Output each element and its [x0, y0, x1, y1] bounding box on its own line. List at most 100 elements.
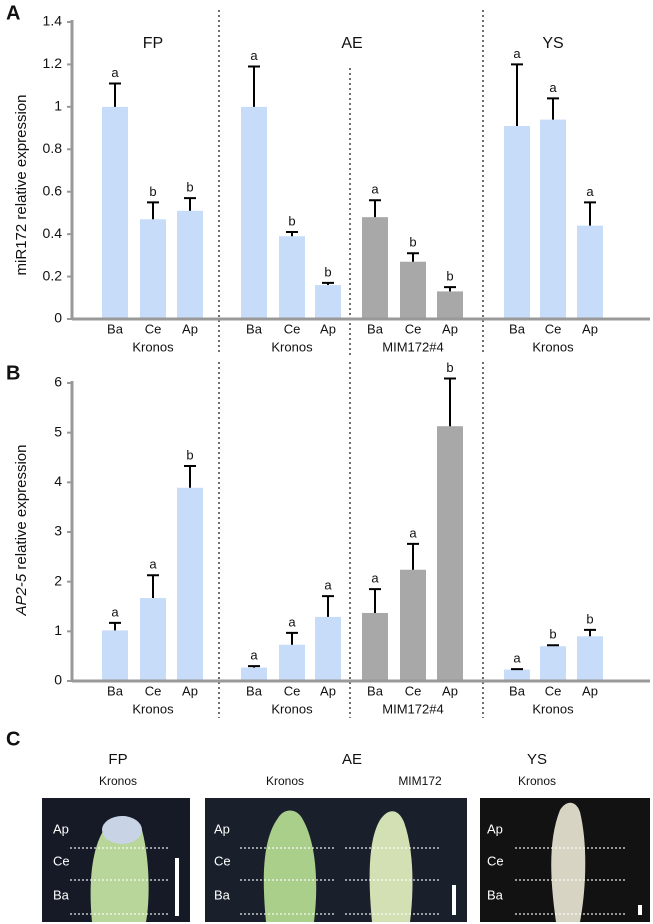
significance-letter: b	[149, 184, 156, 199]
significance-letter: a	[586, 184, 594, 199]
significance-letter: a	[149, 557, 157, 572]
bar	[140, 219, 166, 319]
x-tick-label: Ba	[246, 683, 263, 698]
y-tick-label: 0.4	[43, 225, 63, 241]
x-tick-label: Ba	[246, 321, 263, 336]
bar	[577, 636, 603, 681]
x-tick-label: Ap	[182, 321, 198, 336]
x-tick-label: Ap	[582, 321, 598, 336]
significance-letter: a	[111, 65, 119, 80]
stage-label: AE	[342, 751, 362, 768]
x-tick-label: Ap	[582, 683, 598, 698]
x-tick-label: Ba	[107, 321, 124, 336]
bar	[362, 217, 388, 319]
bar	[400, 569, 426, 681]
error-bar	[109, 82, 121, 107]
error-bar	[407, 252, 419, 262]
y-tick-label: 1	[54, 98, 62, 114]
zone-label: Ce	[214, 853, 231, 868]
bar	[577, 225, 603, 319]
plant	[551, 802, 586, 922]
y-axis-label-text: relative expression	[13, 445, 30, 570]
error-bar	[444, 286, 456, 292]
gene-name: AP2-5	[13, 573, 30, 616]
error-bar	[584, 628, 596, 637]
zone-label: Ce	[53, 853, 70, 868]
significance-letter: b	[586, 611, 593, 626]
bar	[140, 598, 166, 681]
x-tick-label: Ce	[145, 683, 162, 698]
y-tick-label: 1.4	[43, 13, 63, 29]
error-bar	[584, 201, 596, 226]
genotype-label: MIM172#4	[382, 339, 443, 354]
genotype-label: MIM172#4	[382, 701, 443, 716]
stage-label: FP	[108, 751, 127, 768]
bar	[241, 667, 267, 681]
bar	[437, 426, 463, 681]
stage-label: YS	[527, 751, 547, 768]
plant	[90, 816, 149, 922]
error-bar	[248, 665, 260, 668]
y-tick-label: 0.6	[43, 182, 63, 198]
significance-letter: b	[446, 269, 453, 284]
error-bar	[248, 65, 260, 107]
error-bar	[286, 231, 298, 237]
stage-label: YS	[542, 35, 563, 52]
error-bar	[184, 197, 196, 211]
error-bar	[407, 542, 419, 570]
y-tick-label: 1.2	[43, 55, 63, 71]
x-tick-label: Ce	[545, 683, 562, 698]
stage-label: AE	[341, 35, 362, 52]
panel-letter: A	[6, 2, 20, 24]
significance-letter: a	[371, 182, 379, 197]
x-tick-label: Ba	[367, 683, 384, 698]
x-tick-label: Ap	[442, 683, 458, 698]
bar	[177, 487, 203, 681]
significance-letter: a	[250, 48, 258, 63]
bar	[504, 669, 530, 681]
x-tick-label: Ap	[320, 321, 336, 336]
x-tick-label: Ce	[545, 321, 562, 336]
error-bar	[109, 621, 121, 631]
error-bar	[369, 588, 381, 613]
y-tick-label: 0	[54, 672, 62, 688]
significance-letter: a	[513, 651, 521, 666]
significance-letter: b	[186, 180, 193, 195]
bar	[400, 261, 426, 319]
error-bar	[511, 63, 523, 126]
bar	[102, 106, 128, 319]
x-tick-label: Ba	[107, 683, 124, 698]
panel-letter: C	[6, 728, 20, 750]
error-bar	[547, 97, 559, 120]
error-bar	[322, 595, 334, 617]
zone-label: Ba	[53, 887, 70, 902]
y-tick-label: 0	[54, 310, 62, 326]
x-tick-label: Ce	[284, 321, 301, 336]
genotype-label: Kronos	[99, 774, 137, 788]
error-bar	[444, 377, 456, 427]
error-bar	[322, 281, 334, 286]
significance-letter: b	[446, 360, 453, 375]
scale-bar	[175, 858, 179, 916]
significance-letter: a	[371, 571, 379, 586]
plant	[263, 810, 317, 922]
significance-letter: a	[288, 614, 296, 629]
bar	[540, 646, 566, 681]
significance-letter: a	[250, 648, 258, 663]
significance-letter: a	[549, 80, 557, 95]
error-bar	[147, 574, 159, 599]
scale-bar	[638, 905, 642, 915]
y-tick-label: 2	[54, 572, 62, 588]
error-bar	[147, 201, 159, 220]
zone-label: Ap	[487, 821, 503, 836]
x-tick-label: Ap	[182, 683, 198, 698]
genotype-label: Kronos	[132, 339, 174, 354]
x-tick-label: Ba	[509, 683, 526, 698]
error-bar	[184, 464, 196, 488]
y-tick-label: 6	[54, 374, 62, 390]
bar	[241, 106, 267, 319]
significance-letter: b	[409, 235, 416, 250]
genotype-label: MIM172	[398, 774, 442, 788]
bar	[504, 125, 530, 319]
